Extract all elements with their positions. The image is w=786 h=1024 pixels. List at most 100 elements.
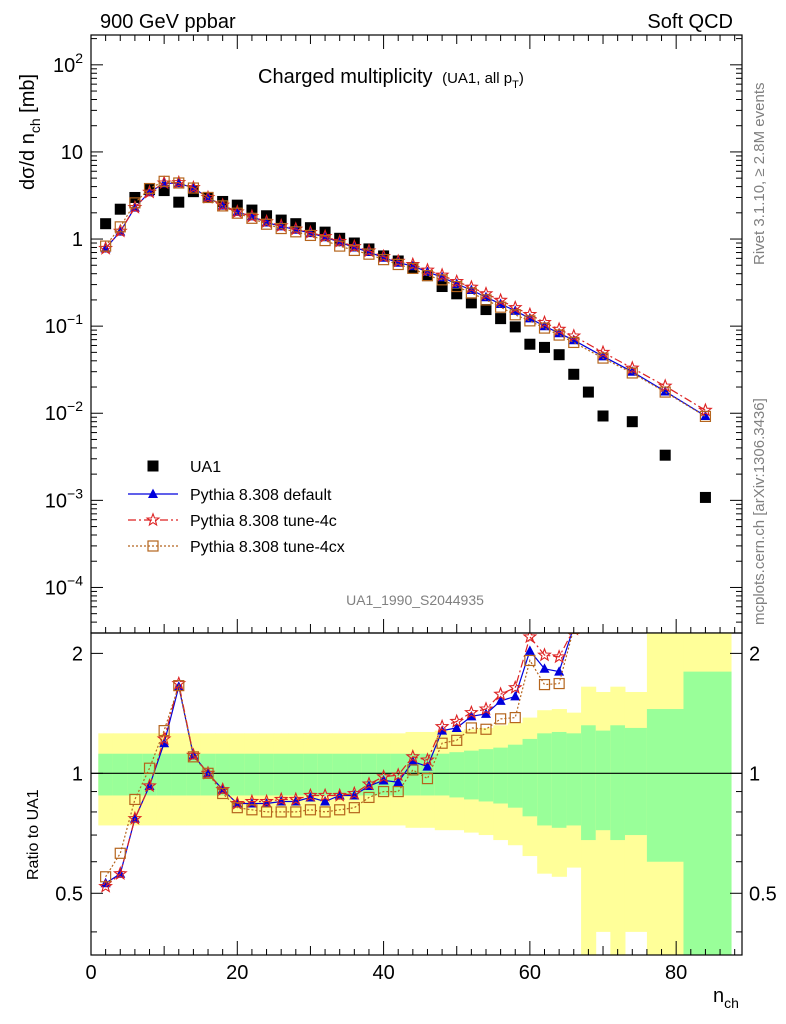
main-tune4cx-point — [524, 315, 536, 327]
ratio-default-point — [363, 780, 374, 790]
main-ylabel: dσ/d nch [mb] — [17, 74, 43, 190]
stat-uncertainty-band — [581, 725, 597, 841]
main-tune4c-point — [420, 262, 435, 277]
main-tune4cx-point — [465, 287, 477, 299]
ratio-y-tick-label-right: 2 — [749, 643, 760, 665]
main-default-point — [598, 350, 609, 361]
main-tune4cx-point — [231, 207, 243, 219]
main-ua1-point — [699, 491, 711, 503]
ratio-y-tick-label: 1 — [72, 763, 83, 785]
main-tune4cx-point — [304, 229, 317, 242]
y-tick-label: 102 — [53, 50, 83, 77]
stat-uncertainty-band — [273, 753, 289, 796]
stat-uncertainty-band — [522, 738, 538, 817]
stat-uncertainty-band — [288, 753, 304, 796]
stat-uncertainty-band — [98, 753, 114, 796]
stat-uncertainty-band — [127, 753, 143, 796]
stat-uncertainty-band — [595, 730, 611, 831]
main-tune4cx-point — [290, 226, 302, 238]
uncertainty-bands — [98, 633, 732, 955]
main-tune4cx-point — [143, 182, 156, 195]
x-tick-label: 20 — [226, 962, 248, 984]
ratio-default-point — [393, 776, 404, 787]
main-default-series — [100, 177, 711, 421]
ratio-tune4c-point — [303, 787, 318, 802]
main-ua1-point — [582, 386, 594, 398]
main-tune4c-series — [98, 174, 713, 417]
ratio-tune4c-point — [537, 647, 552, 662]
main-ua1-point — [465, 297, 477, 309]
stat-uncertainty-band — [171, 753, 187, 796]
main-tune4cx-point — [626, 367, 638, 379]
x-tick-label: 60 — [519, 962, 541, 984]
main-tune4cx-point — [363, 248, 375, 260]
main-tune4cx-point — [275, 222, 287, 235]
main-ua1-point — [436, 281, 448, 293]
main-tune4cx-point — [509, 309, 521, 321]
y-tick-label: 10−1 — [45, 311, 83, 338]
main-tune4c-point — [697, 402, 713, 417]
legend-marker — [147, 460, 159, 472]
stat-uncertainty-band — [610, 725, 626, 841]
stat-uncertainty-band — [317, 753, 333, 796]
main-tune4cx-point — [129, 197, 141, 209]
main-ua1-point — [451, 288, 463, 300]
ratio-tune4cx-point — [260, 806, 273, 818]
ratio-tune4c-point — [156, 731, 172, 746]
ratio-tune4cx-point — [407, 764, 419, 776]
main-ua1-point — [568, 368, 580, 380]
main-tune4cx-point — [451, 280, 463, 293]
main-tune4c-point — [317, 228, 333, 243]
ratio-tune4cx-point — [553, 677, 565, 690]
main-tune4cx-line — [105, 180, 706, 417]
main-tune4c-point — [478, 285, 494, 301]
main-tune4c-line — [105, 181, 706, 411]
stat-uncertainty-band — [156, 753, 172, 796]
ratio-default-point — [407, 756, 418, 766]
ratio-y-tick-label: 2 — [72, 643, 83, 665]
ratio-tune4c-point — [215, 781, 231, 796]
legend: UA1 Pythia 8.308 default Pythia 8.308 tune… — [128, 459, 345, 556]
ratio-tune4c-point — [229, 795, 245, 810]
main-tune4c-point — [522, 306, 538, 321]
ratio-tune4c-point — [478, 701, 494, 716]
main-tune4cx-point — [173, 177, 185, 189]
main-tune4cx-point — [659, 386, 671, 398]
main-tune4cx-point — [480, 294, 492, 306]
x-tick-label: 80 — [665, 962, 687, 984]
main-ua1-point — [480, 304, 492, 316]
main-tune4cx-point — [436, 274, 448, 286]
ratio-tune4cx-point — [495, 713, 507, 725]
main-tune4cx-point — [246, 212, 258, 224]
main-tune4cx-point — [100, 240, 112, 252]
y-tick-label: 10−2 — [45, 398, 83, 425]
legend-label: Pythia 8.308 default — [190, 487, 332, 504]
ratio-tune4cx-point — [143, 762, 156, 774]
stat-uncertainty-band — [186, 753, 202, 796]
stat-uncertainty-band — [566, 733, 582, 826]
ratio-tune4cx-point — [451, 734, 463, 746]
ratio-tune4cx-point — [114, 847, 126, 859]
main-tune4cx-point — [407, 262, 419, 275]
ratio-tune4cx-point — [334, 804, 346, 816]
main-tune4cx-point — [202, 191, 214, 204]
main-tune4cx-point — [217, 200, 229, 212]
ratio-tune4cx-point — [290, 806, 302, 818]
ratio-tune4cx-point — [187, 751, 200, 763]
main-ua1-point — [495, 313, 507, 325]
stat-uncertainty-band — [464, 750, 480, 800]
main-default-line — [105, 182, 706, 417]
stat-uncertainty-band — [376, 753, 392, 796]
ratio-tune4cx-point — [202, 767, 214, 779]
main-tune4cx-point — [553, 329, 565, 341]
ratio-tune4c-point — [112, 865, 128, 880]
x-tick-label: 0 — [85, 962, 96, 984]
main-tune4cx-point — [568, 336, 580, 349]
mcplots-label: mcplots.cern.ch [arXiv:1306.3436] — [751, 398, 768, 625]
ratio-tune4c-point — [551, 649, 567, 664]
stat-uncertainty-band — [551, 731, 567, 828]
stat-uncertainty-band — [434, 753, 450, 796]
ratio-y-tick-label-right: 1 — [749, 763, 760, 785]
y-tick-label: 1 — [72, 229, 83, 251]
stat-uncertainty-band — [624, 727, 648, 836]
